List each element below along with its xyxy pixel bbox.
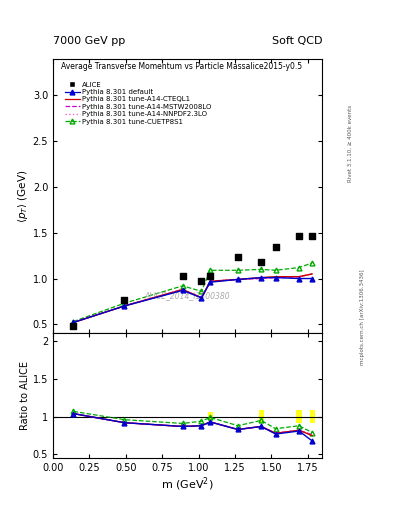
Point	[198, 277, 205, 285]
Bar	[310, 410, 315, 423]
Y-axis label: $\langle p_T \rangle$ (GeV): $\langle p_T \rangle$ (GeV)	[16, 169, 30, 223]
Legend: ALICE, Pythia 8.301 default, Pythia 8.301 tune-A14-CTEQL1, Pythia 8.301 tune-A14: ALICE, Pythia 8.301 default, Pythia 8.30…	[64, 81, 211, 124]
Point	[309, 231, 315, 240]
Point	[121, 296, 127, 305]
Point	[296, 231, 302, 240]
Text: ALICE_2014_I1300380: ALICE_2014_I1300380	[145, 291, 230, 301]
Point	[180, 272, 186, 280]
Point	[273, 243, 279, 251]
Text: 7000 GeV pp: 7000 GeV pp	[53, 36, 125, 46]
Bar	[208, 412, 213, 421]
Text: Rivet 3.1.10, ≥ 400k events: Rivet 3.1.10, ≥ 400k events	[348, 105, 353, 182]
X-axis label: m (GeV$^2$): m (GeV$^2$)	[162, 476, 214, 494]
Text: Soft QCD: Soft QCD	[272, 36, 322, 46]
Point	[207, 272, 213, 280]
Text: mcplots.cern.ch [arXiv:1306.3436]: mcplots.cern.ch [arXiv:1306.3436]	[360, 270, 365, 365]
Y-axis label: Ratio to ALICE: Ratio to ALICE	[20, 361, 30, 431]
Point	[258, 258, 264, 266]
Text: Average Transverse Momentum vs Particle Massalice2015-y0.5: Average Transverse Momentum vs Particle …	[61, 61, 302, 71]
Bar	[259, 410, 264, 423]
Point	[70, 322, 77, 330]
Bar	[296, 410, 301, 423]
Point	[235, 252, 241, 261]
